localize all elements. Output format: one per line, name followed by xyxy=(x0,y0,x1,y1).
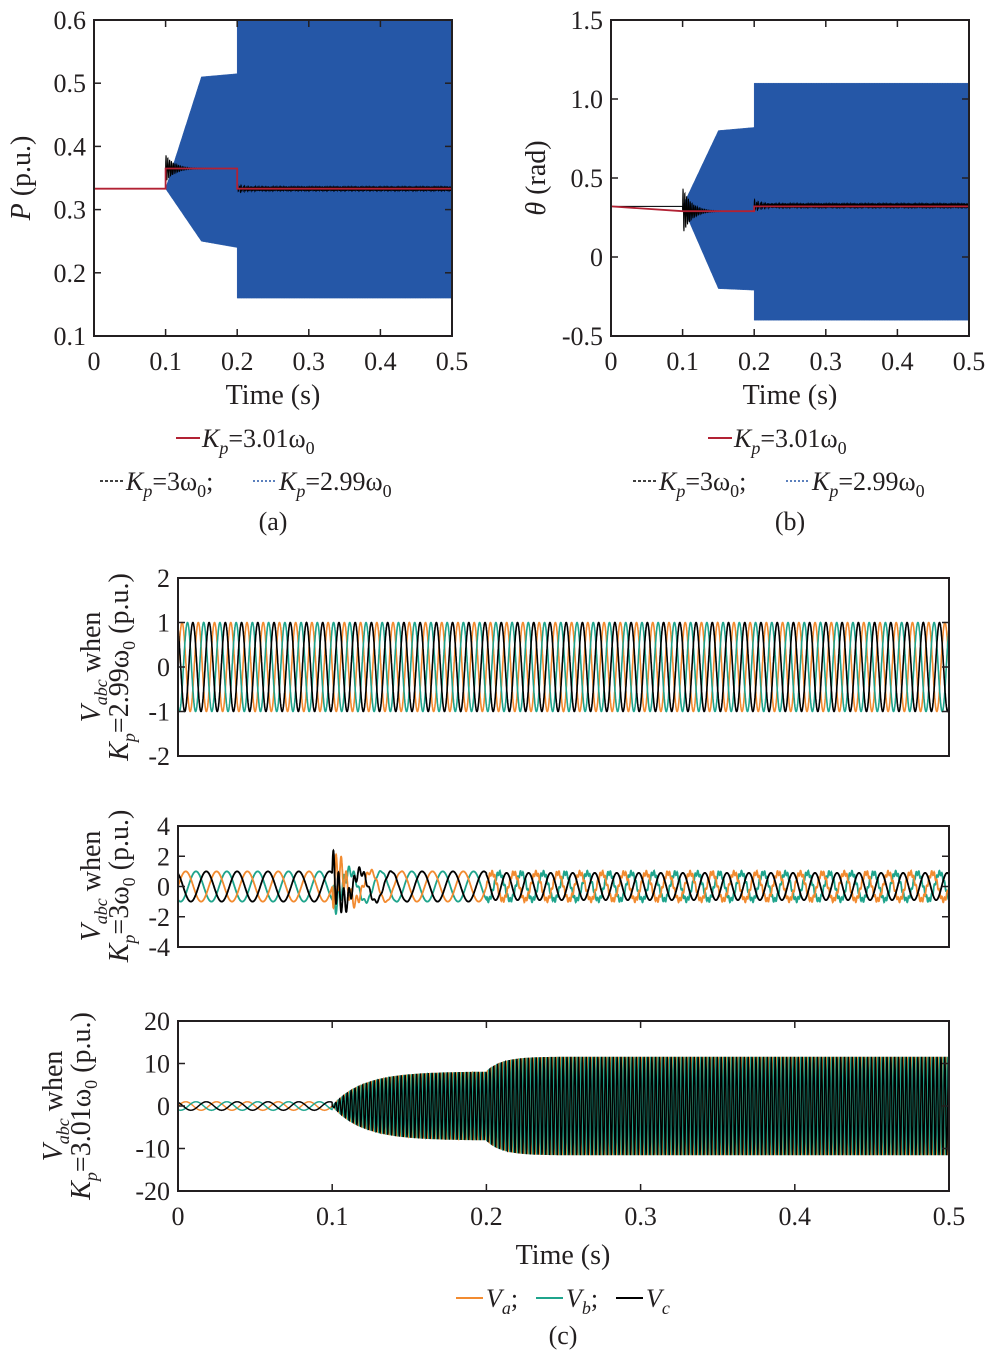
y-tick-label: 0 xyxy=(157,653,170,682)
y-tick-label: 0 xyxy=(590,243,603,272)
panel-b-xlabel: Time (s) xyxy=(743,380,838,411)
legend-label-va: Va; xyxy=(486,1284,518,1318)
panel-c2-ylabel: Vabc when xyxy=(76,831,111,942)
legend-label-kp301-b: Kp=3.01ω0 xyxy=(733,424,847,458)
panel-b-plot xyxy=(610,82,970,321)
panel-c-caption: (c) xyxy=(549,1321,578,1350)
y-tick-label: -10 xyxy=(135,1135,170,1164)
panel-b-caption: (b) xyxy=(775,507,805,536)
series-va-line xyxy=(178,852,949,910)
x-tick-label: 0.1 xyxy=(666,347,699,376)
y-tick-label: 0.6 xyxy=(54,6,87,35)
x-tick-label: 0.1 xyxy=(316,1202,349,1231)
panel-c1-ylabel-line2: Kp=2.99ω0 (p.u.) xyxy=(104,573,139,762)
y-tick-label: 1 xyxy=(157,609,170,638)
x-tick-label: 0.5 xyxy=(436,347,469,376)
y-tick-label: 20 xyxy=(144,1007,170,1036)
panel-c3-ticks: -20 -10 0 10 20 0 0.1 0.2 0.3 0.4 0.5 xyxy=(135,1007,965,1231)
y-tick-label: -2 xyxy=(148,742,170,771)
panel-c-legend: Va; Vb; Vc xyxy=(456,1284,670,1318)
legend-label-vc: Vc xyxy=(646,1284,670,1318)
series-kp299-envelope xyxy=(611,82,970,321)
panel-b-legend: Kp=3.01ω0 Kp=3ω0; Kp=2.99ω0 xyxy=(633,424,925,501)
panel-b-ticks: -0.500.51.01.50 0.1 0.2 0.3 0.4 0.5 xyxy=(562,6,985,376)
waveforms xyxy=(178,1056,949,1156)
y-tick-label: -0.5 xyxy=(562,322,603,351)
panel-b-ylabel: θ (rad) xyxy=(521,140,552,215)
x-tick-label: 0 xyxy=(605,347,618,376)
panel-c1-ticks: -2 -1 0 1 2 xyxy=(148,564,949,771)
waveforms xyxy=(178,621,949,713)
x-tick-label: 0.3 xyxy=(624,1202,657,1231)
x-tick-label: 0.5 xyxy=(953,347,986,376)
panel-a-ylabel: P (p.u.) xyxy=(6,136,37,222)
panel-b: -0.500.51.01.50 0.1 0.2 0.3 0.4 0.5 Time (s) … xyxy=(521,6,985,536)
waveforms xyxy=(178,848,949,916)
panel-c1-ylabel: Vabc when xyxy=(76,612,111,723)
panel-c2-ylabel-line2: Kp=3ω0 (p.u.) xyxy=(104,810,139,964)
series-vc-line xyxy=(178,848,949,914)
y-tick-label: 0 xyxy=(157,1092,170,1121)
y-tick-label: 4 xyxy=(157,812,170,841)
x-tick-label: 0.4 xyxy=(881,347,914,376)
y-tick-label: 2 xyxy=(157,564,170,593)
x-tick-label: 0.2 xyxy=(738,347,771,376)
x-tick-label: 0.2 xyxy=(221,347,254,376)
panel-c1-plot xyxy=(178,621,949,713)
x-tick-label: 0.3 xyxy=(810,347,843,376)
y-tick-label: -4 xyxy=(148,933,170,962)
series-kp299-envelope xyxy=(94,19,453,299)
legend-label-kp300-b: Kp=3ω0; xyxy=(658,467,746,501)
series-vb-line xyxy=(178,865,949,916)
panel-a-caption: (a) xyxy=(259,507,288,536)
series-kp301-line xyxy=(94,167,452,190)
y-tick-label: 0.5 xyxy=(54,69,87,98)
x-tick-label: 0.4 xyxy=(779,1202,812,1231)
legend-label-kp301: Kp=3.01ω0 xyxy=(201,424,315,458)
legend-label-vb: Vb; xyxy=(566,1284,598,1318)
y-tick-label: 1.5 xyxy=(571,6,604,35)
x-tick-label: 0 xyxy=(172,1202,185,1231)
x-tick-label: 0.4 xyxy=(364,347,397,376)
y-tick-label: -2 xyxy=(148,903,170,932)
x-tick-label: 0.2 xyxy=(470,1202,503,1231)
panel-a-plot xyxy=(94,19,453,299)
legend-label-kp299: Kp=2.99ω0 xyxy=(278,467,392,501)
y-tick-label: 10 xyxy=(144,1050,170,1079)
panel-c2-plot xyxy=(178,848,949,916)
panel-c-xlabel: Time (s) xyxy=(516,1240,611,1271)
y-tick-label: -20 xyxy=(135,1177,170,1206)
y-tick-label: 0.4 xyxy=(54,132,87,161)
y-tick-label: 0.2 xyxy=(54,259,87,288)
panel-a-xlabel: Time (s) xyxy=(226,380,321,411)
x-tick-label: 0.1 xyxy=(149,347,182,376)
y-tick-label: 1.0 xyxy=(571,85,604,114)
y-tick-label: 0.3 xyxy=(54,196,87,225)
y-tick-label: -1 xyxy=(148,698,170,727)
x-tick-label: 0.5 xyxy=(933,1202,966,1231)
panel-a-legend: Kp=3.01ω0 Kp=3ω0; Kp=2.99ω0 xyxy=(100,424,392,501)
panel-c3-ylabel-line2: Kp=3.01ω0 (p.u.) xyxy=(66,1012,101,1201)
x-tick-label: 0.3 xyxy=(293,347,326,376)
x-tick-label: 0 xyxy=(88,347,101,376)
y-tick-label: 0 xyxy=(157,873,170,902)
series-kp301-line xyxy=(610,205,969,213)
panel-c3-ylabel: Vabc when xyxy=(38,1051,73,1162)
panel-a-axes-box xyxy=(93,19,453,337)
y-tick-label: 0.1 xyxy=(54,322,87,351)
y-tick-label: 2 xyxy=(157,842,170,871)
panel-a: 0.10.20.30.40.50.60 0.1 0.2 0.3 0.4 0.5 Time … xyxy=(6,6,468,536)
series-vc-line xyxy=(178,621,949,713)
y-tick-label: 0.5 xyxy=(571,164,604,193)
legend-label-kp299-b: Kp=2.99ω0 xyxy=(811,467,925,501)
series-vc-line xyxy=(178,1056,949,1156)
panel-c3-plot xyxy=(178,1056,949,1156)
legend-label-kp300: Kp=3ω0; xyxy=(125,467,213,501)
panel-a-ticks: 0.10.20.30.40.50.60 0.1 0.2 0.3 0.4 0.5 xyxy=(54,6,469,376)
